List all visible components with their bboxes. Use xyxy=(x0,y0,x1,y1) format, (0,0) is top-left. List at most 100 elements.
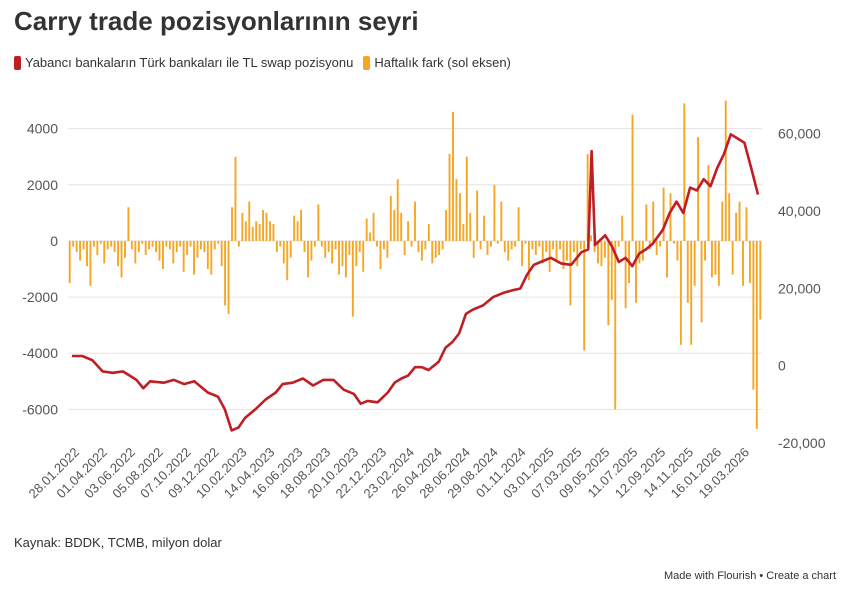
weekly-change-bar xyxy=(438,240,441,255)
weekly-change-bar xyxy=(503,240,506,253)
weekly-change-bar xyxy=(434,240,437,258)
weekly-change-bar xyxy=(134,240,137,264)
weekly-change-bar xyxy=(217,240,220,244)
weekly-change-bar xyxy=(593,240,596,253)
weekly-change-bar xyxy=(203,240,206,253)
weekly-change-bar xyxy=(348,240,351,255)
weekly-change-bar xyxy=(110,240,113,247)
weekly-change-bar xyxy=(617,240,620,247)
weekly-change-bar xyxy=(662,187,665,241)
weekly-change-bar xyxy=(206,240,209,269)
legend-label-swap: Yabancı bankaların Türk bankaları ile TL… xyxy=(25,55,354,70)
weekly-change-bar xyxy=(721,201,724,241)
weekly-change-bar xyxy=(355,240,358,267)
weekly-change-bar xyxy=(338,240,340,275)
weekly-change-bar xyxy=(548,240,551,272)
weekly-change-bar xyxy=(199,240,202,250)
weekly-change-bar xyxy=(666,240,668,278)
weekly-change-bar xyxy=(86,240,88,267)
weekly-change-bar xyxy=(331,240,334,264)
weekly-change-bar xyxy=(251,226,254,241)
weekly-change-bar xyxy=(182,240,185,272)
weekly-change-bar xyxy=(258,224,261,241)
weekly-change-bar xyxy=(500,201,503,241)
legend-label-weekly: Haftalık fark (sol eksen) xyxy=(374,55,511,70)
weekly-change-bar xyxy=(244,221,247,241)
weekly-change-bar xyxy=(755,240,758,429)
weekly-change-bar xyxy=(89,240,92,286)
weekly-change-bar xyxy=(531,240,534,250)
weekly-change-bar xyxy=(162,240,164,269)
weekly-change-bar xyxy=(172,240,175,264)
weekly-change-bar xyxy=(158,240,161,261)
weekly-change-bar xyxy=(455,179,458,241)
weekly-change-bar xyxy=(227,240,230,314)
weekly-change-bar xyxy=(99,240,102,244)
weekly-change-bar xyxy=(458,193,461,241)
weekly-change-bar xyxy=(120,240,123,278)
weekly-change-bar xyxy=(255,221,258,241)
weekly-change-bar xyxy=(493,184,496,241)
weekly-change-bar xyxy=(269,221,271,241)
weekly-change-bar xyxy=(106,240,109,250)
weekly-change-bar xyxy=(565,240,568,261)
weekly-change-bar xyxy=(576,240,579,267)
weekly-change-bar xyxy=(441,240,444,250)
weekly-change-bar xyxy=(738,201,741,241)
create-chart-link[interactable]: Create a chart xyxy=(766,570,836,582)
weekly-change-bar xyxy=(693,240,696,286)
footer: Made with Flourish • Create a chart xyxy=(664,570,836,582)
weekly-change-bar xyxy=(168,240,171,250)
weekly-change-bar xyxy=(351,240,354,317)
weekly-change-bar xyxy=(124,240,126,258)
weekly-change-bar xyxy=(148,240,151,250)
weekly-change-bar xyxy=(317,204,320,241)
weekly-change-bar xyxy=(396,179,399,241)
weekly-change-bar xyxy=(289,240,292,258)
weekly-change-bar xyxy=(714,240,717,275)
weekly-change-bar xyxy=(673,240,675,244)
weekly-change-bar xyxy=(669,193,672,241)
weekly-change-bar xyxy=(486,240,489,255)
weekly-change-bar xyxy=(307,240,309,278)
source-note: Kaynak: BDDK, TCMB, milyon dolar xyxy=(14,535,222,550)
weekly-change-bar xyxy=(286,240,289,281)
weekly-change-bar xyxy=(130,240,133,250)
legend-item-swap[interactable]: Yabancı bankaların Türk bankaları ile TL… xyxy=(14,55,353,70)
weekly-change-bar xyxy=(144,240,147,255)
weekly-change-bar xyxy=(310,240,313,261)
weekly-change-bar xyxy=(452,111,454,241)
weekly-change-bar xyxy=(293,215,296,241)
chart-title: Carry trade pozisyonlarının seyri xyxy=(14,6,419,36)
weekly-change-bar xyxy=(607,240,610,326)
weekly-change-bar xyxy=(465,156,468,241)
weekly-change-bar xyxy=(272,224,275,241)
weekly-change-bar xyxy=(510,240,513,250)
weekly-change-bar xyxy=(179,240,182,247)
weekly-change-bar xyxy=(521,240,523,267)
weekly-change-bar xyxy=(141,240,144,244)
legend-item-weekly[interactable]: Haftalık fark (sol eksen) xyxy=(363,55,511,70)
weekly-change-bar xyxy=(445,210,448,241)
weekly-change-bar xyxy=(379,240,382,269)
weekly-change-bar xyxy=(635,240,637,303)
weekly-change-bar xyxy=(524,240,527,244)
weekly-change-bar xyxy=(728,193,731,241)
weekly-change-bar xyxy=(237,240,240,247)
made-with-flourish-link[interactable]: Made with Flourish xyxy=(664,570,757,582)
weekly-change-bar xyxy=(424,240,427,250)
weekly-change-bar xyxy=(165,240,168,247)
weekly-change-bar xyxy=(92,240,95,247)
weekly-change-bar xyxy=(210,240,213,275)
weekly-change-bar xyxy=(742,240,744,286)
weekly-change-bar xyxy=(189,240,192,247)
weekly-change-bar xyxy=(196,240,199,258)
weekly-change-bar xyxy=(186,240,189,255)
weekly-change-bar xyxy=(469,212,472,241)
swap-position-line xyxy=(72,133,760,432)
weekly-change-bar xyxy=(296,221,299,241)
weekly-change-bar xyxy=(175,240,178,253)
weekly-change-bar xyxy=(597,240,599,264)
y-right-tick-label: -20,000 xyxy=(778,435,826,451)
weekly-change-bar xyxy=(679,240,682,345)
